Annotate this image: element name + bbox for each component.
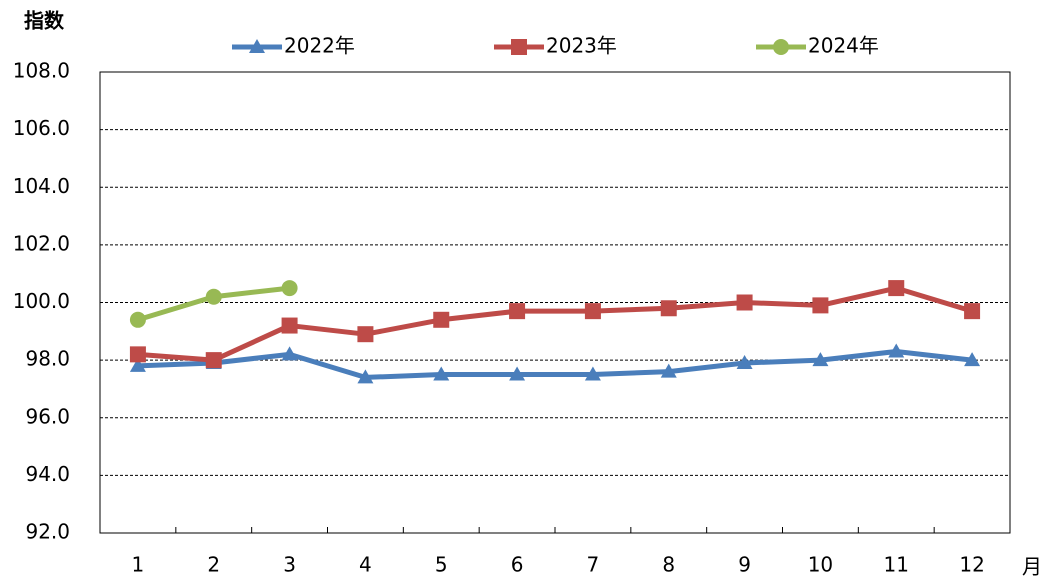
point [888,280,905,297]
point [584,303,601,320]
point [281,317,298,334]
y-axis-label: 指数 [24,9,65,33]
point [129,346,146,363]
point [205,352,222,369]
legend-label: 2023年 [546,34,617,58]
legend-label: 2022年 [284,34,355,58]
y-tick-label: 106.0 [13,116,70,140]
point [964,352,981,367]
y-tick-label: 94.0 [25,462,70,486]
y-tick-label: 102.0 [13,231,70,255]
legend-label: 2024年 [808,34,879,58]
point [773,39,789,55]
point [511,39,527,55]
point [129,311,146,328]
y-tick-label: 100.0 [13,289,70,313]
point [249,39,265,53]
point [433,366,450,381]
point [357,326,374,343]
x-tick-label: 4 [359,553,372,577]
y-tick-label: 98.0 [25,347,70,371]
x-tick-label: 10 [808,553,833,577]
point [433,311,450,328]
point [736,294,753,311]
point [736,355,753,370]
series-line [137,285,973,363]
x-tick-label: 9 [738,553,751,577]
x-tick-label: 8 [662,553,675,577]
point [660,300,677,317]
point [812,352,829,367]
point [205,288,222,305]
point [660,363,677,378]
point [812,297,829,314]
y-tick-label: 104.0 [13,174,70,198]
point [129,357,146,372]
point [888,343,905,358]
x-tick-label: 12 [959,553,984,577]
point [509,366,526,381]
x-tick-label: 6 [511,553,524,577]
y-tick-label: 96.0 [25,404,70,428]
x-tick-label: 11 [884,553,909,577]
point [357,369,374,384]
point [964,303,981,320]
point [509,303,526,320]
x-tick-label: 5 [435,553,448,577]
x-tick-label: 2 [207,553,220,577]
x-tick-label: 3 [283,553,296,577]
x-tick-label: 1 [132,553,145,577]
y-tick-label: 92.0 [25,520,70,544]
y-tick-label: 108.0 [13,59,70,83]
x-tick-label: 7 [587,553,600,577]
point [584,366,601,381]
x-axis-label: 月 [1022,555,1042,579]
series-line [137,348,973,380]
point [281,280,298,297]
point [281,346,298,361]
